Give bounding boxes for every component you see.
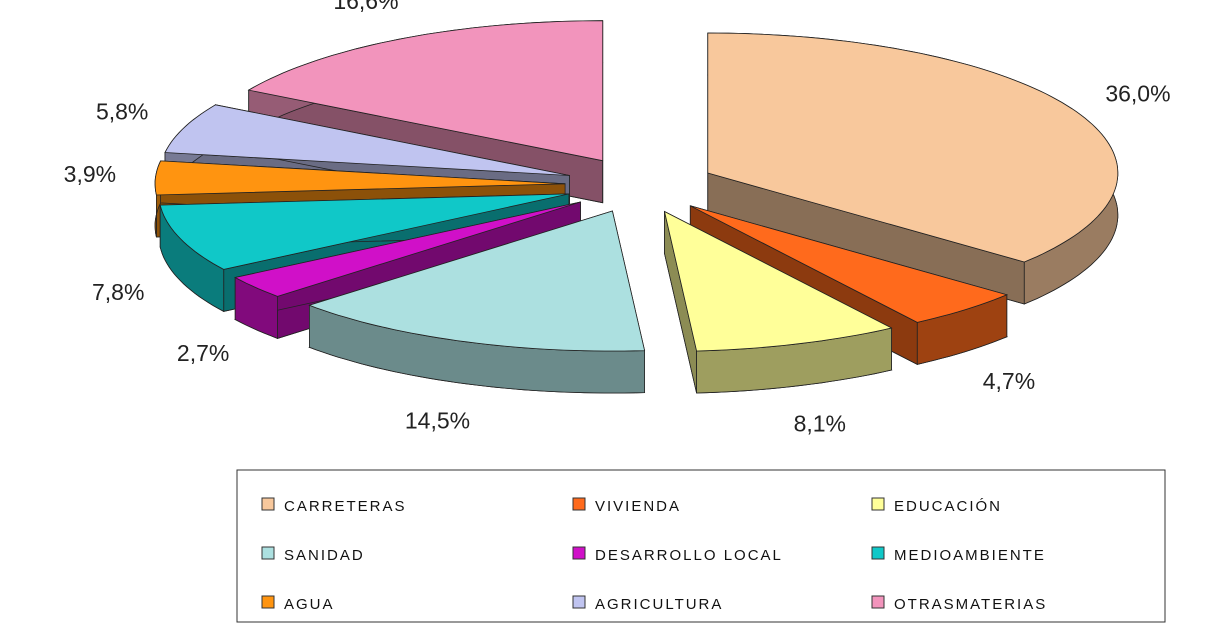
- legend-swatch: [261, 546, 275, 560]
- legend-label: EDUCACIÓN: [894, 498, 1002, 515]
- legend-swatch: [572, 497, 586, 511]
- slice: [308, 210, 646, 394]
- data-label: 14,5%: [405, 407, 470, 433]
- slice: [663, 210, 893, 394]
- slice: [690, 205, 1009, 323]
- legend-swatch: [871, 497, 885, 511]
- data-label: 16,6%: [333, 0, 398, 14]
- slice: [154, 160, 566, 196]
- legend-label: MEDIOAMBIENTE: [894, 547, 1046, 564]
- slice: [247, 20, 604, 162]
- legend-swatch: [572, 546, 586, 560]
- legend-label: SANIDAD: [284, 547, 365, 564]
- legend-swatch: [572, 595, 586, 609]
- slice: [308, 210, 646, 352]
- slice: [159, 193, 569, 270]
- legend-swatch: [261, 497, 275, 511]
- data-label: 7,8%: [92, 279, 144, 305]
- legend-label: VIVIENDA: [595, 498, 681, 515]
- legend-label: CARRETERAS: [284, 498, 407, 515]
- data-label: 3,9%: [64, 161, 116, 187]
- legend-swatch: [871, 595, 885, 609]
- slice: [164, 104, 570, 176]
- slice: [707, 32, 1119, 263]
- data-label: 36,0%: [1105, 80, 1170, 106]
- data-label: 8,1%: [794, 411, 846, 437]
- data-label: 4,7%: [983, 368, 1035, 394]
- slice: [663, 210, 893, 352]
- slice: [234, 201, 581, 297]
- slice: [707, 32, 1119, 305]
- legend-box: [236, 469, 1166, 623]
- data-label: 2,7%: [177, 340, 229, 366]
- legend-label: AGUA: [284, 596, 335, 613]
- legend-swatch: [261, 595, 275, 609]
- legend-swatch: [871, 546, 885, 560]
- legend-label: OTRASMATERIAS: [894, 596, 1047, 613]
- legend-label: AGRICULTURA: [595, 596, 723, 613]
- data-label: 5,8%: [96, 99, 148, 125]
- legend-label: DESARROLLO LOCAL: [595, 547, 783, 564]
